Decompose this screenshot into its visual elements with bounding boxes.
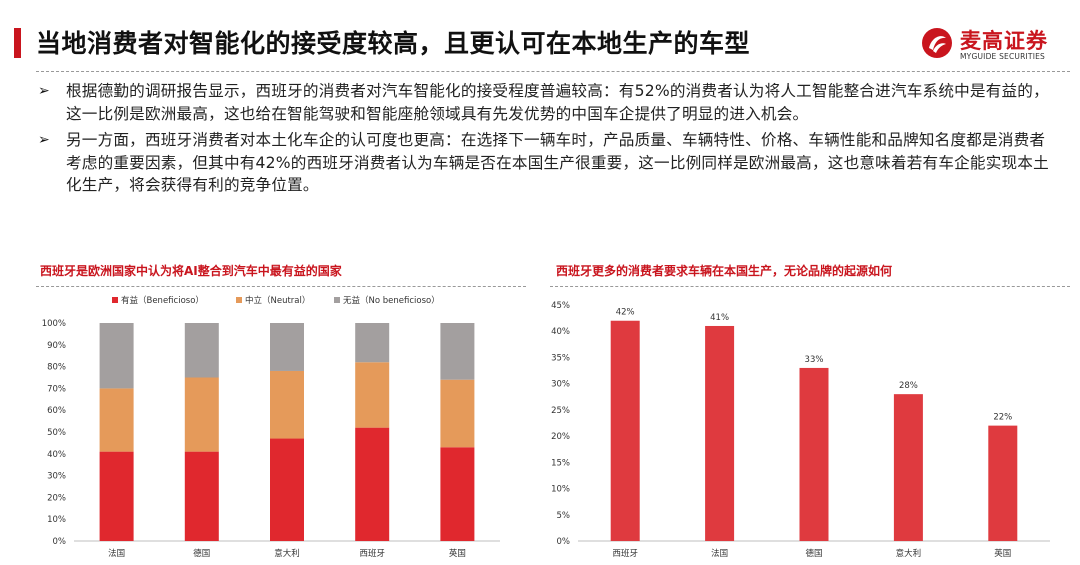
bar-segment [270,438,304,541]
bar-segment [355,323,390,363]
y-tick-label: 40% [551,327,570,337]
data-label: 28% [899,381,918,391]
y-tick-label: 10% [551,485,570,495]
brand-logo-mark [922,28,952,58]
data-label: 42% [616,308,635,318]
data-label: 33% [805,355,824,365]
bar [799,367,829,541]
bar-chart: 0% 5% 10% 15% 20% 25% 30% 35% 40% 45% 42% 西班牙 41% 法国 3… [551,301,1050,559]
y-tick-label: 10% [47,515,66,525]
y-tick-label: 25% [551,406,570,416]
y-tick-label: 50% [47,428,66,438]
bullet-item: ➢ 根据德勤的调研报告显示，西班牙的消费者对汽车智能化的接受程度普遍较高：有52… [38,80,1053,125]
x-tick-label: 意大利 [274,548,300,559]
y-tick-label: 80% [47,363,66,373]
bar-segment [440,447,475,541]
brand-name-en: MYGUIDE SECURITIES [960,52,1046,61]
bar-segment [184,323,219,378]
bar-segment [184,451,219,541]
x-tick-label: 英国 [994,548,1011,559]
y-tick-label: 35% [551,353,570,363]
y-tick-label: 30% [551,380,570,390]
bar [705,325,735,541]
legend-label: 中立（Neutral） [245,295,310,306]
arrow-bullet-icon: ➢ [38,132,50,148]
bar-segment [270,370,304,439]
x-tick-label: 法国 [108,548,125,559]
page-title: 当地消费者对智能化的接受度较高，且更认可在本地生产的车型 [36,29,751,58]
bar-segment [355,427,390,541]
title-divider [36,71,1070,72]
x-tick-label: 英国 [449,548,466,559]
y-tick-label: 20% [551,432,570,442]
arrow-bullet-icon: ➢ [38,83,50,99]
left-chart-title: 西班牙是欧洲国家中认为将AI整合到汽车中最有益的国家 [40,264,342,278]
y-tick-label: 40% [47,450,66,460]
y-tick-label: 0% [557,537,571,547]
left-chart-divider [36,286,526,287]
y-tick-label: 70% [47,384,66,394]
y-tick-label: 30% [47,472,66,482]
stacked-bar-chart: 有益（Beneficioso） 中立（Neutral） 无益（No benefici… [42,295,500,559]
bar-segment [184,377,219,452]
y-tick-label: 90% [47,341,66,351]
legend-swatch [112,297,118,303]
x-tick-label: 法国 [711,548,728,559]
bullet-item: ➢ 另一方面，西班牙消费者对本土化车企的认可度也更高：在选择下一辆车时，产品质量… [38,129,1053,197]
title-accent-bar [14,28,21,58]
legend-swatch [334,297,340,303]
bar-segment [355,362,390,428]
y-tick-label: 0% [53,537,67,547]
y-tick-label: 20% [47,493,66,503]
y-tick-label: 100% [42,319,66,329]
bar-segment [440,379,475,448]
bar-segment [270,323,304,371]
y-tick-label: 5% [557,511,571,521]
bar [988,425,1018,541]
x-tick-label: 西班牙 [612,548,638,559]
bar-segment [440,323,475,380]
data-label: 22% [993,413,1012,423]
x-tick-label: 德国 [193,548,210,559]
x-tick-label: 西班牙 [359,548,385,559]
right-chart-divider [550,286,1070,287]
legend-label: 无益（No beneficioso） [343,295,440,306]
x-tick-label: 意大利 [896,548,922,559]
y-tick-label: 15% [551,458,570,468]
bar [610,320,640,541]
bullet-list: ➢ 根据德勤的调研报告显示，西班牙的消费者对汽车智能化的接受程度普遍较高：有52… [38,80,1053,201]
legend-label: 有益（Beneficioso） [121,295,204,306]
legend-swatch [236,297,242,303]
y-tick-label: 60% [47,406,66,416]
x-tick-label: 德国 [805,548,822,559]
bar-segment [99,451,134,541]
bullet-text: 另一方面，西班牙消费者对本土化车企的认可度也更高：在选择下一辆车时，产品质量、车… [66,131,1049,194]
y-tick-label: 45% [551,301,570,311]
bar [893,394,923,541]
right-chart-title: 西班牙更多的消费者要求车辆在本国生产，无论品牌的起源如何 [556,264,893,278]
brand-logo: 麦高证券 MYGUIDE SECURITIES [918,22,1068,68]
data-label: 41% [710,313,729,323]
bar-segment [99,323,134,389]
bar-segment [99,388,134,452]
bullet-text: 根据德勤的调研报告显示，西班牙的消费者对汽车智能化的接受程度普遍较高：有52%的… [66,82,1049,123]
brand-name: 麦高证券 [960,29,1048,53]
